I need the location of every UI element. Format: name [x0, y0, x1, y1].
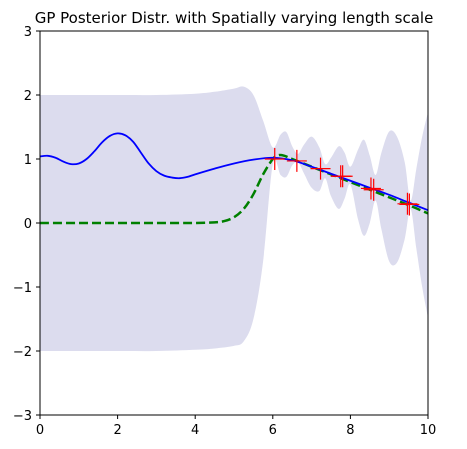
x-axis-ticks: 0 2 4 6 8 10	[36, 415, 436, 438]
observation-point	[363, 178, 384, 201]
chart-title: GP Posterior Distr. with Spatially varyi…	[35, 9, 434, 27]
y-tick-label: 0	[24, 217, 32, 232]
x-tick-label: 6	[269, 423, 277, 438]
y-tick-label: −1	[13, 281, 32, 296]
uncertainty-band	[40, 86, 428, 352]
true-function-line	[39, 153, 429, 225]
posterior-mean-line	[39, 132, 429, 212]
x-tick-label: 0	[36, 423, 44, 438]
observation-markers	[264, 148, 420, 216]
x-tick-label: 10	[420, 423, 437, 438]
y-tick-label: −2	[13, 345, 32, 360]
x-tick-label: 2	[113, 423, 121, 438]
observation-point	[310, 157, 331, 180]
observation-point	[286, 149, 307, 172]
y-tick-label: 3	[24, 25, 32, 40]
y-tick-label: 1	[24, 153, 32, 168]
observation-point	[264, 148, 285, 170]
plot-area	[39, 86, 429, 352]
observation-point	[399, 193, 420, 216]
x-tick-label: 4	[191, 423, 199, 438]
y-tick-label: 2	[24, 89, 32, 104]
observation-point	[360, 177, 381, 200]
observation-point	[397, 192, 418, 215]
y-tick-label: −3	[13, 409, 32, 424]
y-axis-ticks: −3 −2 −1 0 1 2 3	[13, 25, 40, 424]
x-tick-label: 8	[346, 423, 354, 438]
observation-point	[332, 165, 353, 188]
